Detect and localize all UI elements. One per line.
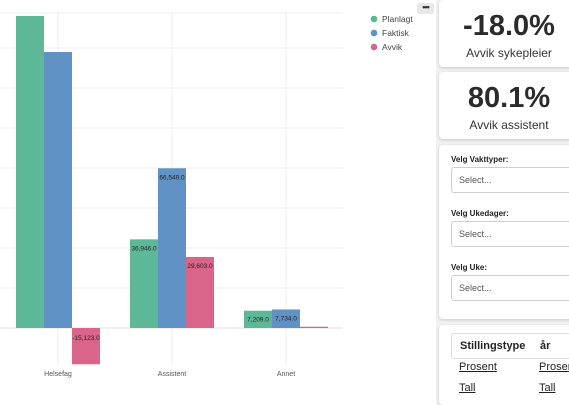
bar-planlagt-helsefag xyxy=(16,16,44,328)
kpi-card-assistent: 80.1% Avvik assistent xyxy=(439,72,569,139)
table-header: Stillingstype år xyxy=(451,333,569,359)
x-tick-label: Annet xyxy=(277,371,295,378)
filter-label-uke: Velg Uke: xyxy=(451,263,488,272)
legend-swatch xyxy=(370,43,378,51)
kpi-value: 80.1% xyxy=(467,82,551,114)
table-cell[interactable]: Prosent xyxy=(539,361,569,373)
bar-avvik-helsefag xyxy=(72,328,100,365)
x-tick-label: Helsefag xyxy=(44,371,72,378)
data-label: 66,549.0 xyxy=(159,174,185,181)
filter-card: Velg Vakttyper: Select... Velg Ukedager:… xyxy=(439,145,569,319)
select-ukedager[interactable]: Select... xyxy=(451,221,569,247)
bar-planlagt-assistent xyxy=(130,239,158,328)
x-tick-label: Assistent xyxy=(158,371,186,378)
table-header-stillingstype[interactable]: Stillingstype xyxy=(460,340,526,352)
more-options-button[interactable]: ••• xyxy=(417,3,434,14)
kpi-card-sykepleier: -18.0% Avvik sykepleier xyxy=(439,0,569,67)
table-cell[interactable]: Tall xyxy=(539,382,556,394)
select-uke[interactable]: Select... xyxy=(451,275,569,301)
data-label: 29,603.0 xyxy=(187,263,213,270)
table-card: Stillingstype år Prosent Prosent Tall Ta… xyxy=(439,325,569,405)
table-cell[interactable]: Prosent xyxy=(459,361,497,373)
select-vakttyper[interactable]: Select... xyxy=(451,167,569,193)
legend-swatch xyxy=(370,29,378,37)
legend-label: Avvik xyxy=(382,42,403,52)
data-label: -15,123.0 xyxy=(72,335,100,342)
bar-avvik-assistent xyxy=(186,256,214,328)
bar-planlagt-annet xyxy=(244,310,272,328)
kpi-label: Avvik sykepleier xyxy=(466,46,552,60)
data-label: 7,209.0 xyxy=(247,317,269,324)
legend-swatch xyxy=(370,15,378,23)
bar-avvik-annet xyxy=(300,326,328,328)
legend-label: Planlagt xyxy=(382,14,413,24)
filter-label-ukedager: Velg Ukedager: xyxy=(451,209,509,218)
data-label: 36,946.0 xyxy=(131,245,157,252)
data-label: 7,734.0 xyxy=(275,315,297,322)
bar-chart: -15,123.0 Helsefag 36,946.0 66,549.0 29,603.… xyxy=(0,12,413,378)
right-panel: -18.0% Avvik sykepleier 80.1% Avvik assi… xyxy=(436,0,569,405)
bar-faktisk-assistent xyxy=(158,168,186,328)
table-cell[interactable]: Tall xyxy=(459,382,476,394)
table-header-ar[interactable]: år xyxy=(540,340,551,352)
legend-label: Faktisk xyxy=(382,28,410,38)
kpi-value: -18.0% xyxy=(463,10,555,42)
filter-label-vakttyper: Velg Vakttyper: xyxy=(451,155,509,164)
kpi-label: Avvik assistent xyxy=(469,118,549,132)
bar-faktisk-annet xyxy=(272,309,300,328)
bar-faktisk-helsefag xyxy=(44,52,72,328)
bar-chart-panel: -15,123.0 Helsefag 36,946.0 66,549.0 29,603.… xyxy=(0,2,434,378)
